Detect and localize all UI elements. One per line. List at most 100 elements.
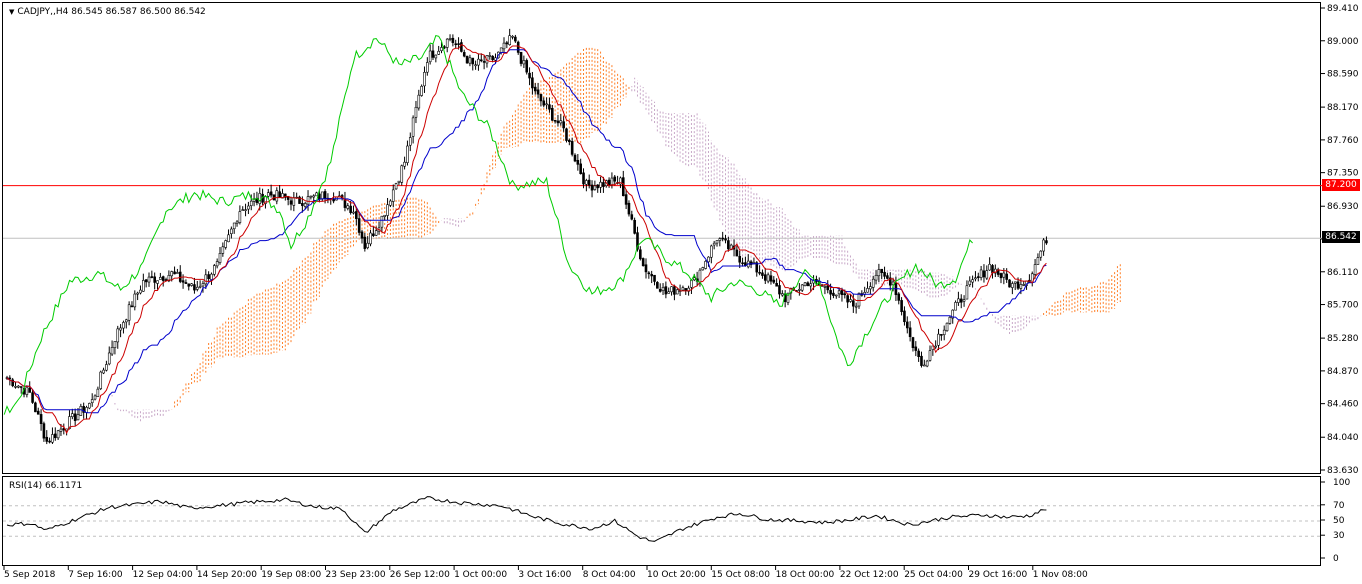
time-tick-label: 29 Oct 16:00 — [969, 570, 1028, 580]
candle — [940, 334, 943, 341]
candle — [56, 429, 60, 440]
collapse-triangle-icon[interactable]: ▼ — [9, 8, 15, 16]
candle — [465, 55, 469, 64]
candle — [159, 272, 162, 280]
candle — [630, 210, 634, 221]
candle-body — [105, 364, 108, 371]
candle-body — [460, 42, 463, 52]
candle — [139, 285, 142, 295]
candle-body — [636, 232, 639, 250]
candle — [420, 84, 423, 97]
candle — [923, 359, 926, 367]
candle — [550, 104, 554, 122]
candle — [153, 272, 156, 290]
candle-body — [230, 228, 233, 234]
candle — [36, 407, 40, 415]
candle — [826, 280, 830, 294]
candle-body — [275, 190, 279, 202]
candle-body — [639, 249, 642, 260]
price-tick-label: 84.040 — [1327, 433, 1359, 443]
candle-body — [45, 436, 49, 442]
candle — [704, 260, 707, 270]
price-chart-pane[interactable]: ▼ CADJPY,,H4 86.545 86.587 86.500 86.542 — [2, 2, 1322, 474]
candle-body — [971, 279, 974, 283]
candle-body — [704, 261, 707, 269]
candle-body — [536, 89, 540, 95]
candle — [661, 283, 665, 296]
candle-body — [798, 289, 801, 291]
time-tick-label: 18 Oct 00:00 — [776, 570, 835, 580]
candle-body — [786, 292, 790, 303]
candle-body — [96, 388, 100, 397]
candle-body — [508, 35, 511, 46]
candle-body — [531, 77, 534, 89]
candle — [667, 287, 671, 294]
candle — [173, 266, 176, 275]
time-axis[interactable]: 5 Sep 2018 7 Sep 16:00 12 Sep 04:00 14 Sep … — [0, 566, 1362, 584]
candle — [485, 55, 489, 68]
candle-body — [715, 240, 719, 244]
candle-body — [224, 240, 227, 248]
candle — [599, 176, 602, 193]
candle — [568, 138, 571, 146]
candle — [116, 325, 120, 349]
candle — [181, 274, 185, 289]
candle-body — [843, 293, 847, 296]
candle — [627, 200, 631, 217]
candle-body — [826, 285, 830, 291]
candle-body — [602, 182, 605, 187]
candle — [908, 321, 912, 342]
candle-body — [857, 292, 861, 307]
candle — [127, 301, 131, 326]
candle — [227, 229, 230, 243]
candle-body — [423, 72, 426, 87]
candle — [775, 278, 778, 287]
candle — [991, 264, 994, 279]
candle-body — [556, 120, 560, 124]
chikou-span-line — [3, 35, 973, 415]
candle-body — [528, 72, 531, 79]
candle-body — [519, 51, 523, 64]
candle — [746, 254, 750, 269]
candle — [462, 49, 466, 58]
candle — [110, 340, 114, 357]
candle — [585, 178, 588, 192]
candle — [976, 272, 980, 282]
candle-body — [56, 430, 60, 439]
candle-body — [823, 286, 827, 288]
candle-body — [394, 183, 398, 190]
candle-body — [59, 428, 63, 432]
rsi-indicator-pane[interactable]: RSI(14) 66.1171 — [2, 476, 1322, 566]
candle — [957, 291, 960, 306]
candle — [803, 282, 807, 287]
candle-body — [692, 277, 696, 281]
candle-body — [306, 196, 310, 205]
candle — [727, 236, 730, 252]
candle — [42, 421, 46, 442]
candle-body — [803, 282, 807, 286]
candle-body — [707, 256, 710, 263]
candle — [147, 272, 151, 287]
candle — [357, 212, 361, 236]
candle — [542, 97, 546, 108]
candle-body — [948, 316, 952, 324]
candle — [230, 226, 233, 239]
price-tick-label: 87.350 — [1327, 169, 1359, 179]
candle — [380, 215, 384, 232]
candle-body — [116, 328, 120, 343]
time-tick-label: 3 Oct 16:00 — [518, 570, 571, 580]
candle — [144, 279, 148, 288]
candle-body — [553, 119, 557, 122]
candle-body — [937, 333, 940, 346]
candle — [397, 180, 401, 186]
candle-body — [156, 280, 159, 284]
candle-body — [190, 283, 193, 286]
candle — [31, 389, 34, 404]
candle-body — [301, 203, 304, 206]
candle-body — [1045, 240, 1048, 244]
price-tick-label: 84.870 — [1327, 367, 1359, 377]
candle-body — [36, 410, 40, 415]
candle-body — [991, 265, 994, 274]
candle — [880, 268, 884, 280]
candle-body — [914, 346, 918, 351]
